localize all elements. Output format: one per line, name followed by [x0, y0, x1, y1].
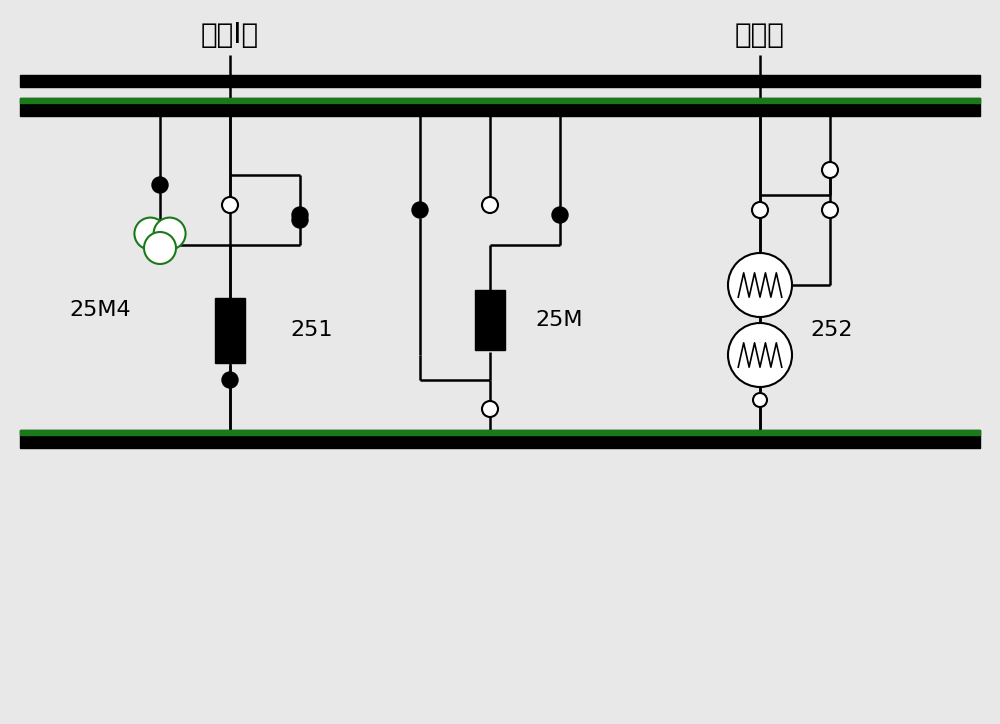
Text: 25M4: 25M4 [69, 300, 131, 320]
Circle shape [154, 218, 186, 250]
Circle shape [728, 323, 792, 387]
Bar [20, 75, 980, 87]
Circle shape [134, 218, 166, 250]
Bar [20, 98, 980, 116]
Circle shape [753, 393, 767, 407]
Bar [20, 430, 980, 448]
Circle shape [222, 372, 238, 388]
Circle shape [412, 202, 428, 218]
Bar [20, 98, 980, 103]
Text: 兜围I路: 兜围I路 [201, 21, 259, 49]
Circle shape [222, 197, 238, 213]
Bar [475, 290, 505, 350]
Circle shape [822, 202, 838, 218]
Circle shape [552, 207, 568, 223]
Circle shape [482, 197, 498, 213]
Circle shape [752, 202, 768, 218]
Text: 252: 252 [810, 320, 852, 340]
Bar [215, 298, 245, 363]
Circle shape [822, 162, 838, 178]
Circle shape [482, 401, 498, 417]
Text: 25M: 25M [535, 310, 582, 330]
Text: 半兜线: 半兜线 [735, 21, 785, 49]
Circle shape [292, 212, 308, 228]
Circle shape [292, 207, 308, 223]
Text: 251: 251 [290, 320, 332, 340]
Bar [20, 430, 980, 435]
Circle shape [728, 253, 792, 317]
Circle shape [144, 232, 176, 264]
Circle shape [152, 177, 168, 193]
